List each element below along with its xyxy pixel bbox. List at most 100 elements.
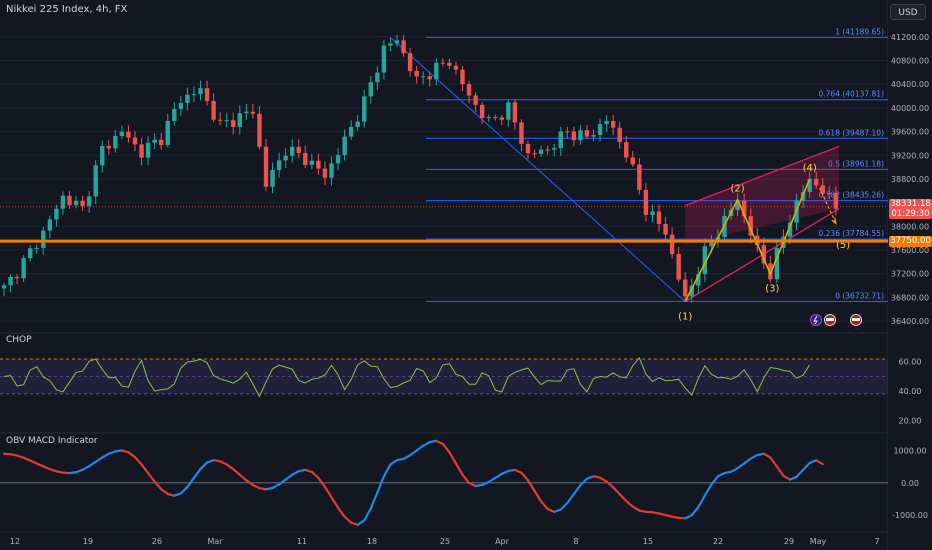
candle-body: [552, 148, 557, 150]
obv-segment: [664, 513, 674, 518]
projection-arrow: [818, 187, 837, 224]
obv-segment: [336, 506, 346, 518]
candle-body: [591, 134, 596, 137]
candle-body: [119, 131, 125, 136]
projection-arrow-head: [831, 217, 837, 225]
candle-body: [702, 246, 708, 275]
obv-tick-label: 0.00: [901, 479, 919, 488]
obv-segment: [605, 480, 615, 489]
obv-segment: [625, 499, 634, 508]
candle-body: [178, 102, 184, 110]
candle-body: [637, 164, 642, 190]
candle-body: [447, 62, 452, 66]
time-tick-label: 11: [297, 537, 307, 546]
last-price-value: 38331.18: [890, 199, 931, 209]
obv-segment: [317, 476, 327, 488]
obv-segment: [232, 468, 241, 476]
candle-body: [617, 127, 622, 143]
symbol-title[interactable]: Nikkei 225 Index, 4h, FX: [6, 4, 128, 15]
candle-body: [493, 117, 498, 119]
candle-body: [47, 219, 53, 231]
obv-segment: [219, 460, 228, 466]
time-tick-label: 8: [573, 537, 578, 546]
obv-segment: [710, 475, 720, 486]
fib-level-label: 0 (36732.71): [835, 291, 884, 300]
obv-segment: [251, 483, 261, 490]
last-price-tag: 38331.18 01:29:30: [889, 199, 932, 219]
candle-body: [820, 185, 825, 194]
fibonacci-retracement: 1 (41189.65) 0.764 (40137.81) 0.618 (39487…: [426, 27, 888, 302]
obv-segment: [212, 459, 222, 463]
price-tick-label: 37600.00: [891, 246, 929, 255]
obv-segment: [441, 442, 451, 454]
candle-body: [191, 94, 197, 96]
candle-body: [381, 45, 387, 73]
obv-segment: [238, 473, 248, 482]
obv-segment: [68, 471, 78, 475]
channel-upper-line: [684, 145, 840, 207]
candle-body: [28, 248, 33, 259]
horizontal-levels: [0, 206, 888, 243]
price-tick-label: 39600.00: [891, 128, 929, 137]
obv-segment: [205, 459, 215, 464]
candle-body: [565, 131, 570, 133]
candle-body: [263, 146, 269, 187]
obv-segment: [74, 468, 84, 474]
us-flag-stripe: [826, 318, 834, 321]
obv-segment: [579, 477, 589, 487]
event-icons: [810, 314, 862, 326]
time-tick-label: 18: [367, 537, 377, 546]
obv-pane-label[interactable]: OBV MACD Indicator: [6, 436, 98, 446]
price-tick-label: 38800.00: [891, 175, 929, 184]
time-tick-label: 19: [83, 537, 93, 546]
candle-body: [145, 142, 151, 158]
obv-segment: [801, 461, 811, 471]
obv-segment: [651, 511, 661, 515]
time-tick-label: Mar: [207, 537, 223, 546]
time-tick-label: 26: [152, 537, 162, 546]
obv-segment: [42, 465, 51, 471]
wave-label: (1): [678, 311, 692, 322]
obv-segment: [500, 469, 510, 476]
candle-body: [558, 131, 563, 149]
candle-body: [250, 111, 256, 114]
candle-body: [814, 178, 819, 186]
time-tick-label: Apr: [495, 537, 510, 546]
candle-body: [401, 40, 406, 54]
obv-segment: [612, 486, 621, 496]
chop-tick-label: 60.00: [899, 358, 922, 367]
candle-body: [86, 196, 92, 206]
candle-body: [571, 131, 577, 141]
obv-segment: [225, 463, 235, 471]
candle-body: [827, 193, 832, 195]
candle-body: [506, 102, 511, 120]
candle-body: [604, 120, 609, 125]
candle-body: [787, 222, 793, 237]
obv-segment: [101, 452, 110, 459]
candle-body: [139, 144, 144, 158]
candle-body: [696, 274, 701, 286]
obv-segment: [409, 449, 418, 457]
candle-body: [499, 117, 504, 120]
candle-body: [466, 84, 472, 96]
obv-segment: [585, 475, 595, 480]
candle-body: [204, 88, 210, 101]
currency-button[interactable]: USD: [890, 4, 926, 20]
obv-segment: [808, 459, 818, 465]
candle-body: [643, 189, 649, 215]
chop-pane-label[interactable]: CHOP: [6, 335, 32, 345]
candle-body: [709, 242, 714, 247]
candle-body: [761, 245, 766, 264]
price-axis-background: [888, 0, 932, 550]
time-tick-label: 22: [713, 537, 723, 546]
candle-body: [486, 117, 491, 119]
candle-body: [683, 279, 688, 297]
candle-body: [60, 195, 66, 209]
obv-segment: [559, 501, 569, 511]
chop-line: [3, 356, 811, 398]
obv-segment: [697, 494, 706, 509]
obv-segment: [736, 462, 746, 470]
obv-segment: [756, 452, 765, 457]
